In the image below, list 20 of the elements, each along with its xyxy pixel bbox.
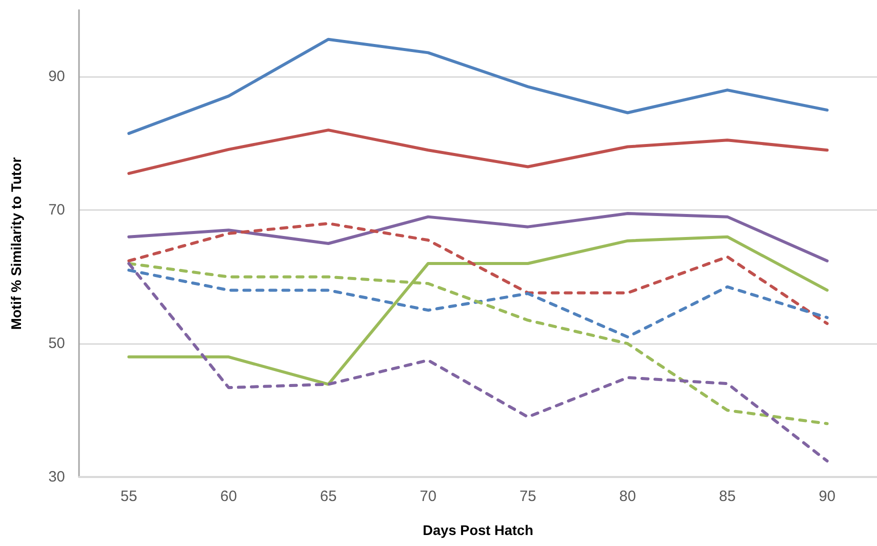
x-tick-label: 75 [520,488,536,505]
y-tick-label: 90 [48,68,65,86]
line-series [127,212,829,262]
line-series [127,268,829,338]
x-tick-label: 85 [719,488,736,505]
y-tick-label: 70 [48,202,65,219]
line-series [127,262,829,462]
x-axis-title: Days Post Hatch [422,522,534,538]
line-series [127,38,829,135]
y-tick-label: 50 [48,335,65,352]
x-tick-label: 70 [420,488,436,505]
line-series [127,222,829,326]
line-series [127,128,829,175]
x-tick-label: 60 [220,488,237,505]
x-tick-label: 80 [619,488,636,505]
y-tick-label: 30 [48,468,65,486]
y-axis-title: Motif % Similarity to Tutor [8,156,24,330]
x-tick-label: 55 [120,488,138,505]
x-tick-label: 65 [320,488,337,505]
x-tick-label: 90 [818,488,836,505]
